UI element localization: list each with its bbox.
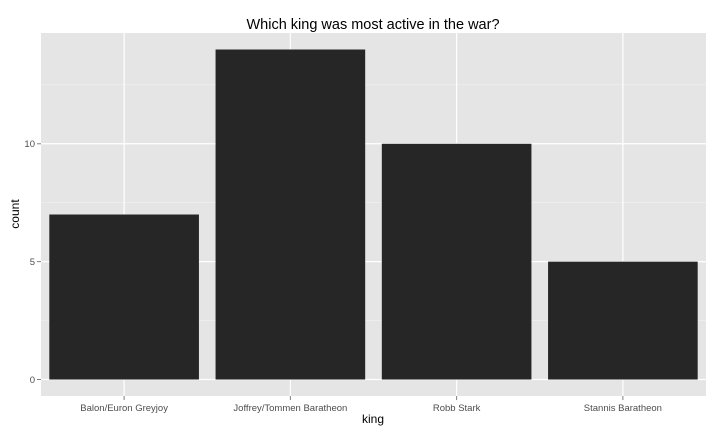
y-tick-label: 0 [30,375,35,386]
bars [49,49,698,380]
x-tick-label: Joffrey/Tommen Baratheon [233,403,347,414]
y-tick-label: 10 [24,139,35,150]
x-axis: Balon/Euron Greyjoy Joffrey/Tommen Barath… [80,396,662,414]
bar [548,261,698,380]
bar [381,143,532,380]
x-tick-label: Robb Stark [433,403,481,414]
bar [49,214,199,380]
x-tick-label: Balon/Euron Greyjoy [80,403,168,414]
bar [215,49,366,380]
x-axis-title: king [362,412,384,426]
y-tick-label: 5 [30,257,35,268]
chart-title: Which king was most active in the war? [246,17,499,33]
y-axis: 0 5 10 [24,139,41,386]
x-tick-label: Stannis Baratheon [584,403,662,414]
y-axis-title: count [8,199,22,229]
